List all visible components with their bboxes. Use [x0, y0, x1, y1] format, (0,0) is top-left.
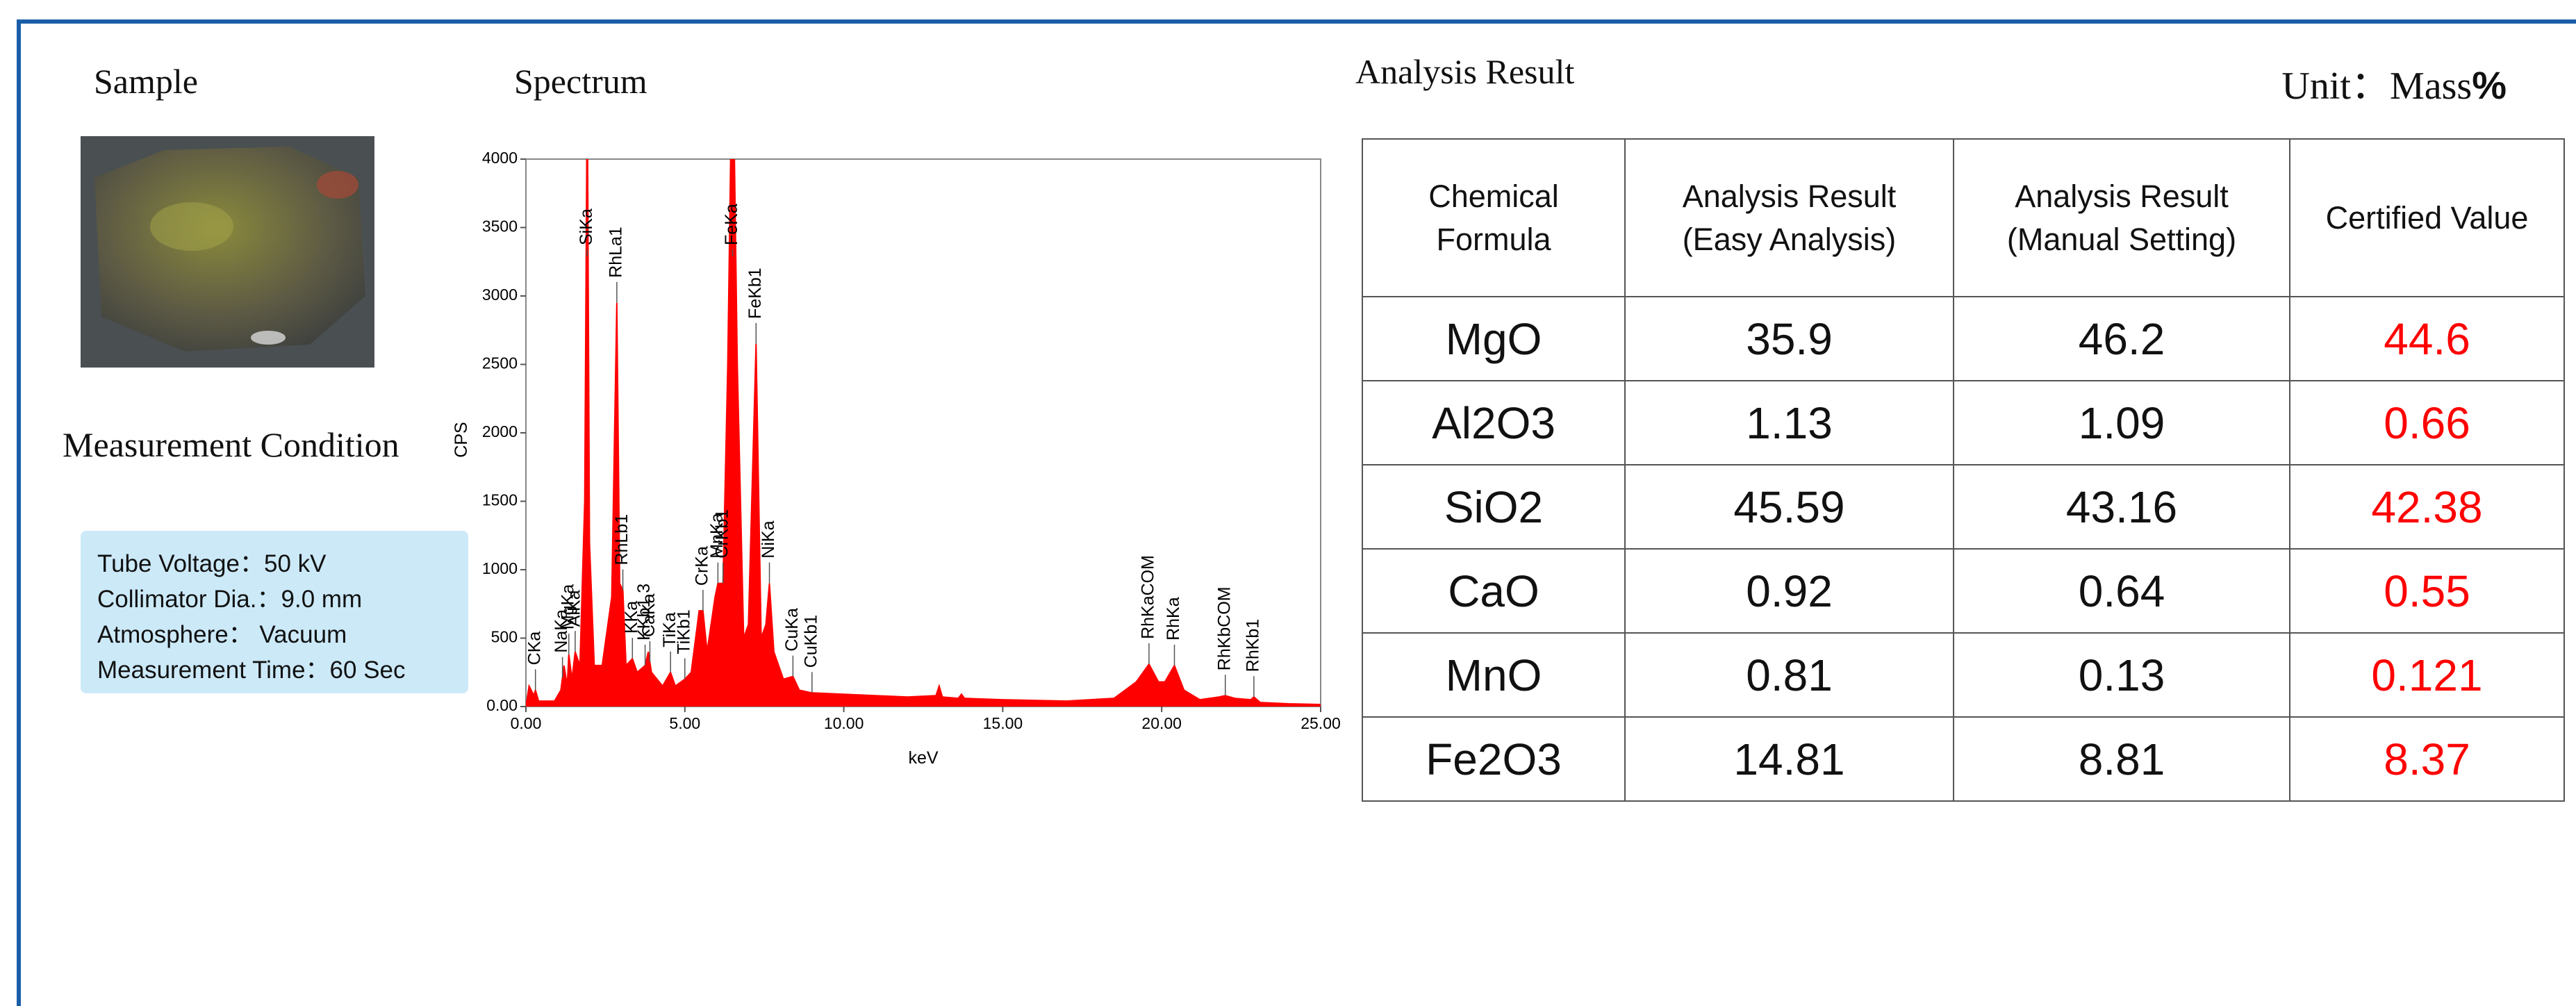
table-cell: 43.16 [1954, 465, 2290, 549]
table-cell: 8.81 [1954, 717, 2290, 801]
table-cell: 35.9 [1625, 297, 1954, 381]
annotation-label: CuKa [782, 608, 802, 652]
table-cell: 42.38 [2290, 465, 2564, 549]
header-cell: Chemical Formula [1362, 139, 1625, 297]
page: {"header":{"sample":"Sample","spectrum":… [0, 0, 2576, 978]
header-cell: Analysis Result (Manual Setting) [1954, 139, 2290, 297]
annotation-label: RhKbCOM [1214, 586, 1234, 670]
table-cell: 14.81 [1625, 717, 1954, 801]
spectrum-title: Spectrum [514, 61, 647, 101]
x-tick-label: 15.00 [983, 714, 1023, 732]
y-tick-label: 1500 [482, 491, 518, 509]
condition-line: Collimator Dia.：9.0 mm [97, 582, 452, 617]
table-cell: 0.81 [1625, 633, 1954, 717]
y-tick-label: 500 [491, 628, 518, 646]
y-axis-label: CPS [452, 422, 471, 457]
x-axis-label: keV [908, 748, 938, 768]
sample-photo [81, 136, 374, 368]
y-tick-label: 1000 [482, 559, 518, 577]
table-cell: 8.37 [2290, 717, 2564, 801]
annotation-label: FeKa [722, 204, 741, 245]
x-tick-label: 0.00 [511, 714, 542, 732]
y-tick-label: 0.00 [486, 696, 518, 714]
table-cell: MgO [1362, 297, 1625, 381]
table-cell: Al2O3 [1362, 381, 1625, 465]
table-cell: 0.13 [1954, 633, 2290, 717]
annotation-label: CKa [525, 632, 544, 666]
annotation-label: AlKa [565, 590, 584, 627]
y-tick-label: 3500 [482, 217, 518, 236]
condition-line: Measurement Time：60 Sec [97, 652, 452, 688]
measurement-title: Measurement Condition [63, 424, 399, 465]
annotation-label: RhKaCOM [1139, 555, 1158, 639]
header-cell: Certified Value [2290, 139, 2564, 297]
analysis-title: Analysis Result [1355, 51, 1574, 92]
x-tick-label: 5.00 [669, 714, 700, 732]
annotation-label: RhKa [1164, 597, 1183, 641]
spectrum-chart: 0.00 500 1000 1500 2000 2500 3000 3500 4000 0.00 5… [417, 139, 1348, 792]
x-tick-label: 20.00 [1141, 714, 1182, 732]
table-cell: 46.2 [1954, 297, 2290, 381]
annotation-label: TiKb1 [674, 609, 693, 654]
table-cell: SiO2 [1362, 465, 1625, 549]
annotation-label: FeKb1 [745, 267, 765, 319]
y-tick-label: 3000 [482, 286, 518, 304]
annotation-label: RhLb1 [612, 514, 631, 566]
table-cell: 0.66 [2290, 381, 2564, 465]
table-cell: CaO [1362, 549, 1625, 633]
annotation-label: SiKa [577, 208, 596, 245]
annotation-label: CaKa [639, 593, 659, 637]
y-tick-label: 4000 [482, 149, 518, 167]
table-cell: 1.09 [1954, 381, 2290, 465]
table-cell: 44.6 [2290, 297, 2564, 381]
table-cell: Fe2O3 [1362, 717, 1625, 801]
table-cell: 0.64 [1954, 549, 2290, 633]
unit-symbol: % [2472, 63, 2507, 107]
table-cell: MnO [1362, 633, 1625, 717]
annotation-label: CrKb1 [712, 509, 732, 559]
y-tick-label: 2000 [482, 422, 518, 440]
condition-line: Atmosphere： Vacuum [97, 617, 452, 652]
table-cell: 45.59 [1625, 465, 1954, 549]
table-cell: 0.121 [2290, 633, 2564, 717]
x-tick-label: 10.00 [824, 714, 864, 732]
annotation-label: RhLa1 [606, 226, 625, 278]
y-tick-label: 2500 [482, 354, 518, 372]
condition-line: Tube Voltage：50 kV [97, 546, 452, 582]
x-tick-label: 25.00 [1301, 714, 1341, 732]
annotation-label: NiKa [759, 520, 778, 558]
sample-label: Sample [94, 61, 198, 101]
table-cell: 1.13 [1625, 381, 1954, 465]
header-cell: Analysis Result (Easy Analysis) [1625, 139, 1954, 297]
annotation-label: CuKb1 [801, 615, 820, 668]
annotation-label: RhKb1 [1244, 619, 1263, 672]
table-cell: 0.92 [1625, 549, 1954, 633]
unit-text: Unit：Mass [2281, 65, 2472, 108]
unit-label: Unit：Mass% [2281, 54, 2507, 110]
table-cell: 0.55 [2290, 549, 2564, 633]
